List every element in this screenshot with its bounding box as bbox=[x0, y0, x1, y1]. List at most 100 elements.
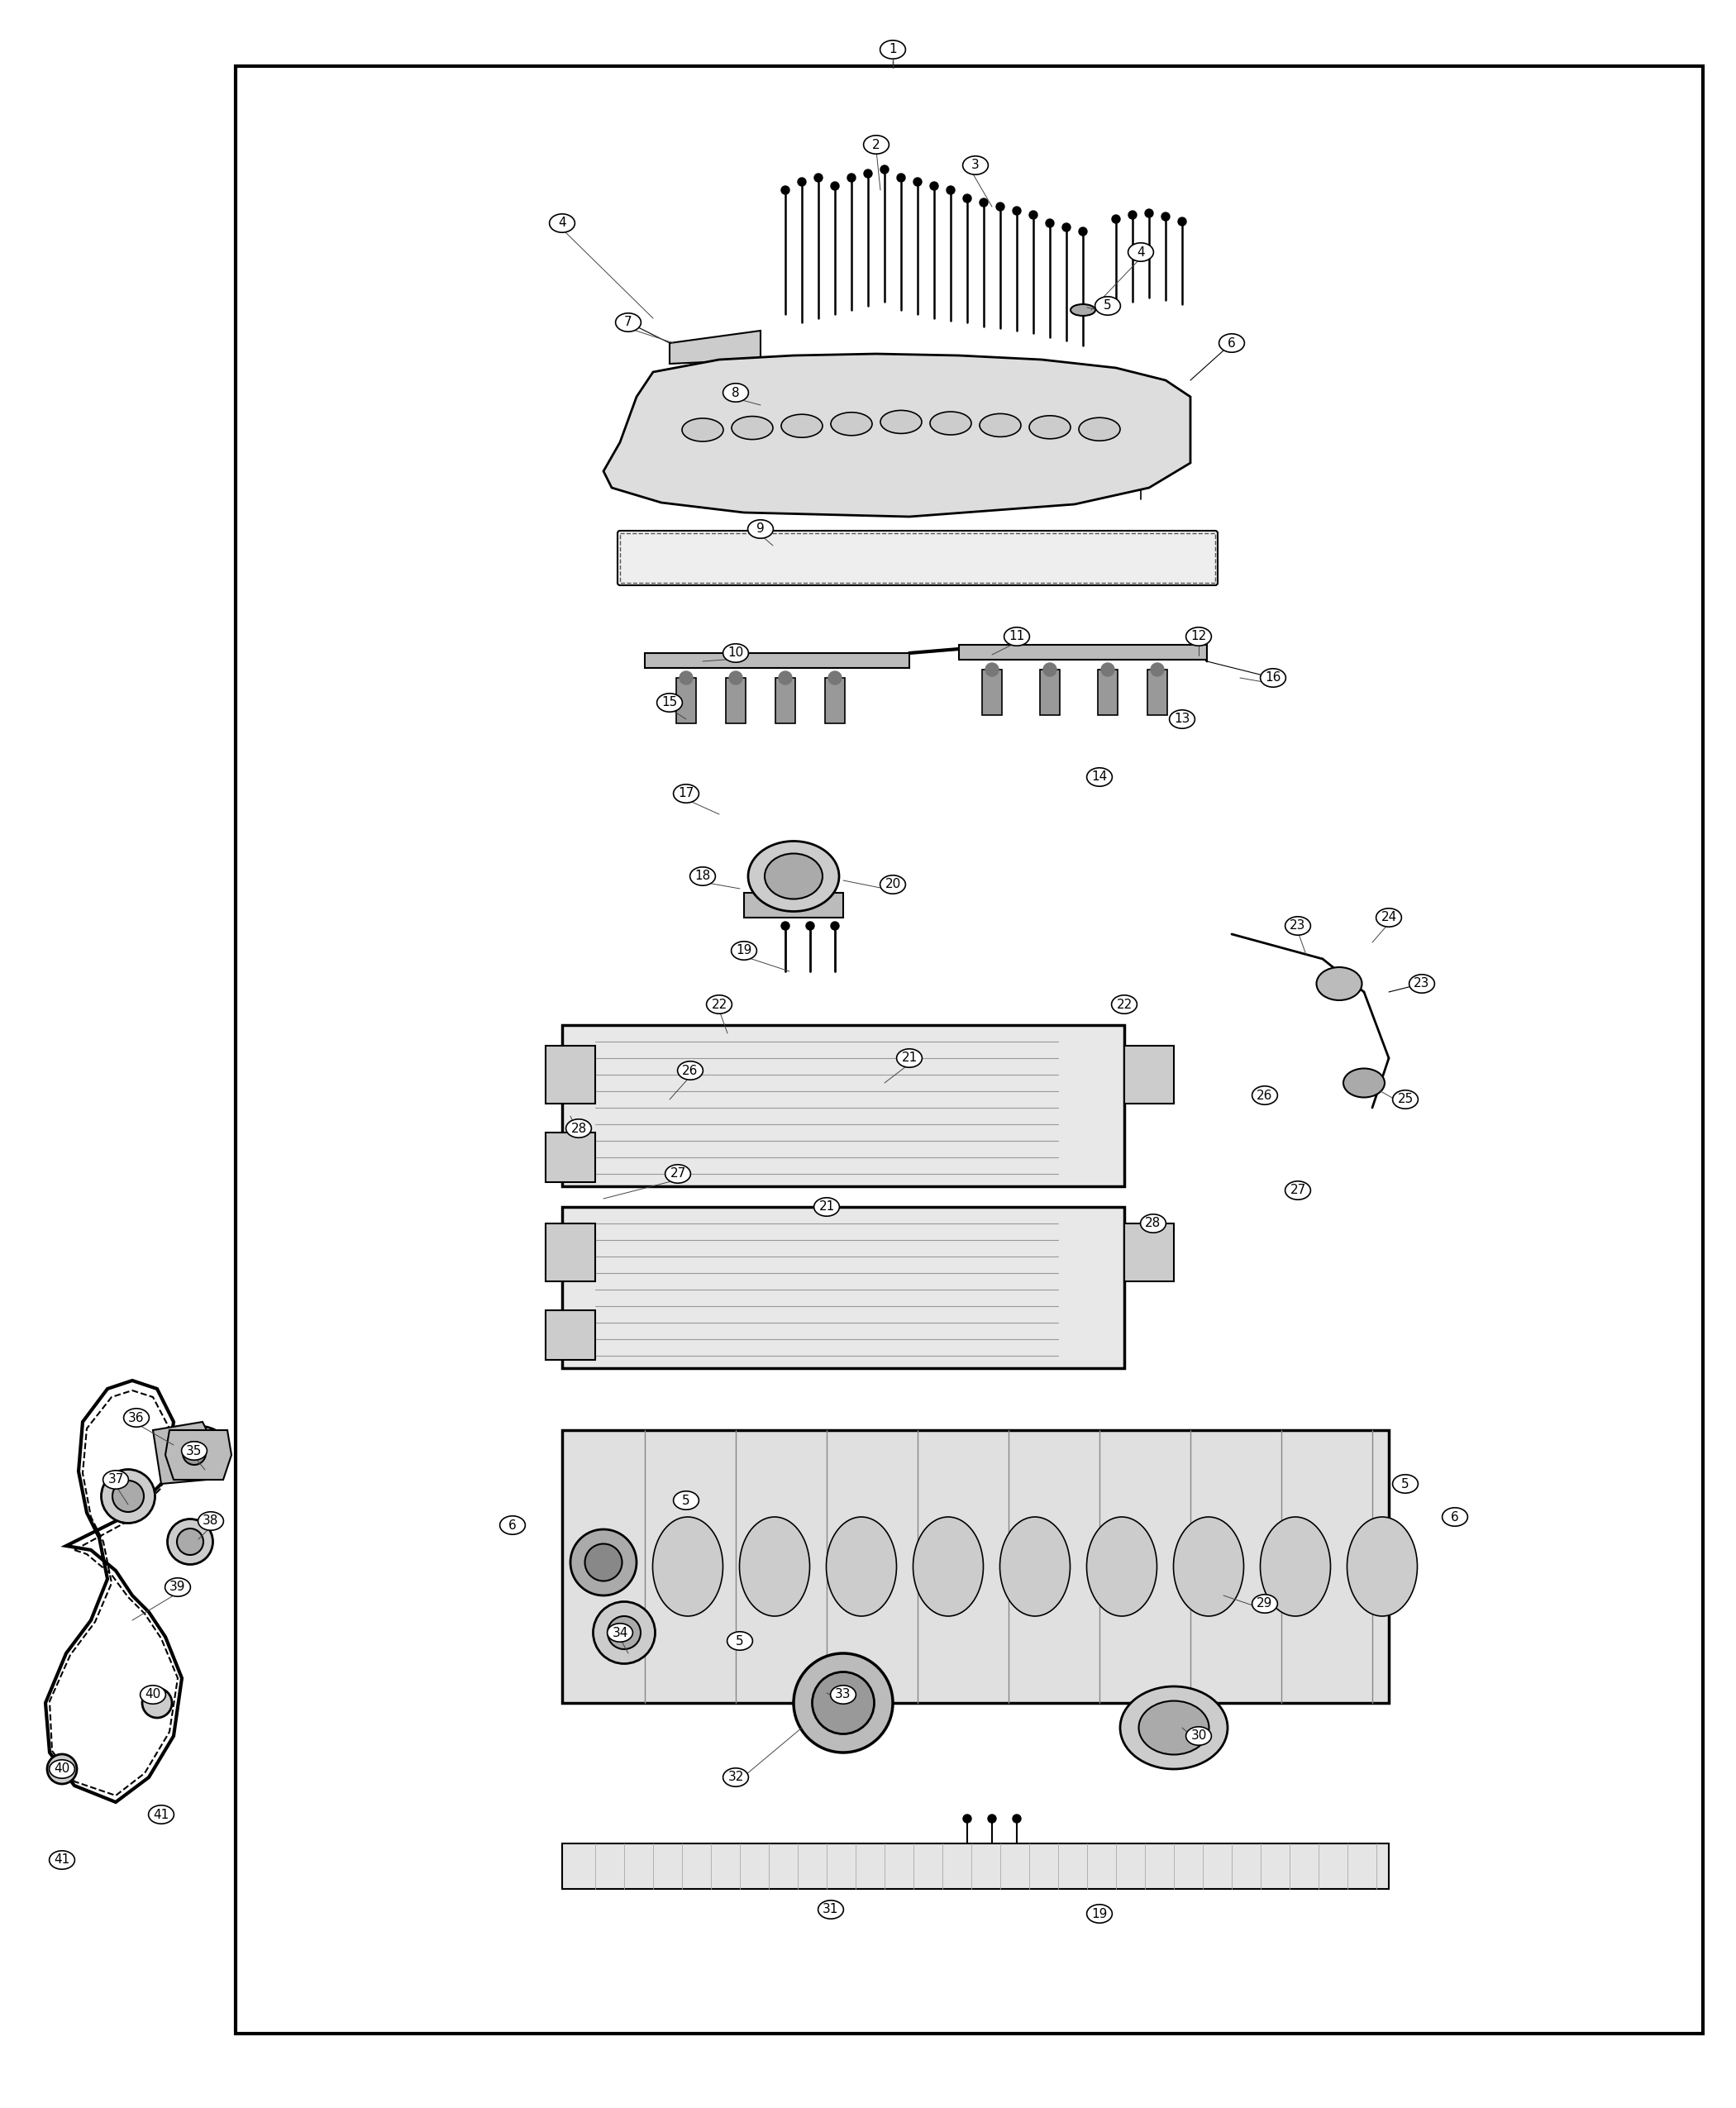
Ellipse shape bbox=[674, 784, 700, 803]
Circle shape bbox=[996, 202, 1005, 211]
Circle shape bbox=[865, 169, 871, 177]
Text: 22: 22 bbox=[712, 999, 727, 1010]
Circle shape bbox=[1128, 211, 1137, 219]
Bar bbox=[644, 653, 910, 668]
Text: 9: 9 bbox=[757, 523, 764, 535]
Text: 28: 28 bbox=[571, 1121, 587, 1134]
Ellipse shape bbox=[665, 1164, 691, 1183]
Ellipse shape bbox=[616, 314, 641, 331]
Circle shape bbox=[963, 1815, 972, 1823]
Text: 14: 14 bbox=[1092, 772, 1108, 784]
Text: 39: 39 bbox=[170, 1581, 186, 1594]
Text: 20: 20 bbox=[885, 879, 901, 892]
Ellipse shape bbox=[707, 995, 733, 1014]
Text: 23: 23 bbox=[1413, 978, 1430, 991]
Ellipse shape bbox=[1316, 968, 1363, 1001]
Ellipse shape bbox=[1003, 628, 1029, 645]
Text: 27: 27 bbox=[670, 1168, 686, 1180]
Ellipse shape bbox=[812, 1672, 875, 1735]
Text: 40: 40 bbox=[54, 1762, 69, 1775]
Ellipse shape bbox=[793, 1653, 892, 1752]
Bar bbox=[677, 679, 696, 723]
Ellipse shape bbox=[585, 1543, 621, 1581]
Bar bbox=[620, 533, 1215, 582]
Circle shape bbox=[779, 670, 792, 685]
Ellipse shape bbox=[740, 1518, 809, 1617]
Ellipse shape bbox=[880, 411, 922, 434]
Ellipse shape bbox=[689, 866, 715, 885]
Text: 29: 29 bbox=[1257, 1598, 1272, 1611]
Circle shape bbox=[1161, 213, 1170, 221]
Polygon shape bbox=[604, 354, 1191, 516]
Ellipse shape bbox=[880, 40, 906, 59]
Polygon shape bbox=[670, 331, 760, 365]
Ellipse shape bbox=[832, 413, 871, 436]
Bar bbox=[1125, 1223, 1174, 1282]
Circle shape bbox=[979, 198, 988, 207]
Ellipse shape bbox=[594, 1602, 654, 1663]
Ellipse shape bbox=[1285, 917, 1311, 936]
Bar bbox=[562, 1844, 1389, 1889]
Bar bbox=[545, 1223, 595, 1282]
Text: 6: 6 bbox=[509, 1520, 517, 1530]
Text: 24: 24 bbox=[1380, 911, 1397, 923]
Ellipse shape bbox=[141, 1686, 165, 1703]
Circle shape bbox=[729, 670, 743, 685]
Ellipse shape bbox=[167, 1520, 214, 1564]
Bar bbox=[545, 1046, 595, 1105]
Bar bbox=[776, 679, 795, 723]
Ellipse shape bbox=[1087, 1904, 1113, 1922]
Ellipse shape bbox=[814, 1197, 840, 1216]
Circle shape bbox=[913, 177, 922, 186]
Text: 19: 19 bbox=[1092, 1908, 1108, 1920]
Circle shape bbox=[806, 921, 814, 930]
Circle shape bbox=[1151, 664, 1163, 677]
Bar bbox=[545, 1132, 595, 1183]
Circle shape bbox=[880, 164, 889, 173]
Ellipse shape bbox=[1252, 1594, 1278, 1613]
Ellipse shape bbox=[1344, 1069, 1385, 1098]
Text: 3: 3 bbox=[972, 158, 979, 171]
Circle shape bbox=[988, 1815, 996, 1823]
Text: 30: 30 bbox=[1191, 1731, 1207, 1741]
Text: 7: 7 bbox=[625, 316, 632, 329]
Ellipse shape bbox=[1071, 304, 1095, 316]
Ellipse shape bbox=[963, 156, 988, 175]
Bar bbox=[825, 679, 845, 723]
Bar bbox=[562, 1429, 1389, 1703]
Ellipse shape bbox=[674, 1490, 700, 1509]
Ellipse shape bbox=[1120, 1686, 1227, 1769]
Text: 5: 5 bbox=[1401, 1478, 1410, 1490]
Bar bbox=[562, 1208, 1125, 1368]
Ellipse shape bbox=[748, 841, 838, 911]
Text: 10: 10 bbox=[727, 647, 743, 660]
Ellipse shape bbox=[1260, 668, 1286, 687]
Polygon shape bbox=[153, 1423, 219, 1484]
Circle shape bbox=[47, 1754, 76, 1783]
Ellipse shape bbox=[748, 521, 773, 538]
Text: 37: 37 bbox=[108, 1473, 123, 1486]
Text: 8: 8 bbox=[733, 386, 740, 398]
Text: 27: 27 bbox=[1290, 1185, 1305, 1197]
Ellipse shape bbox=[830, 1686, 856, 1703]
Ellipse shape bbox=[731, 942, 757, 959]
Ellipse shape bbox=[1087, 767, 1113, 786]
Text: 2: 2 bbox=[871, 139, 880, 152]
Ellipse shape bbox=[1174, 1518, 1243, 1617]
Ellipse shape bbox=[727, 1632, 753, 1651]
Ellipse shape bbox=[677, 1060, 703, 1079]
Ellipse shape bbox=[165, 1579, 191, 1596]
Ellipse shape bbox=[764, 854, 823, 898]
Circle shape bbox=[1043, 664, 1057, 677]
Text: 19: 19 bbox=[736, 944, 752, 957]
Circle shape bbox=[1179, 217, 1186, 226]
Ellipse shape bbox=[930, 411, 972, 434]
Bar bbox=[545, 1311, 595, 1360]
Ellipse shape bbox=[656, 694, 682, 713]
Ellipse shape bbox=[113, 1480, 144, 1511]
Text: 13: 13 bbox=[1174, 713, 1191, 725]
Bar bbox=[726, 679, 746, 723]
Bar bbox=[983, 670, 1002, 715]
Circle shape bbox=[1029, 211, 1038, 219]
Circle shape bbox=[847, 173, 856, 181]
